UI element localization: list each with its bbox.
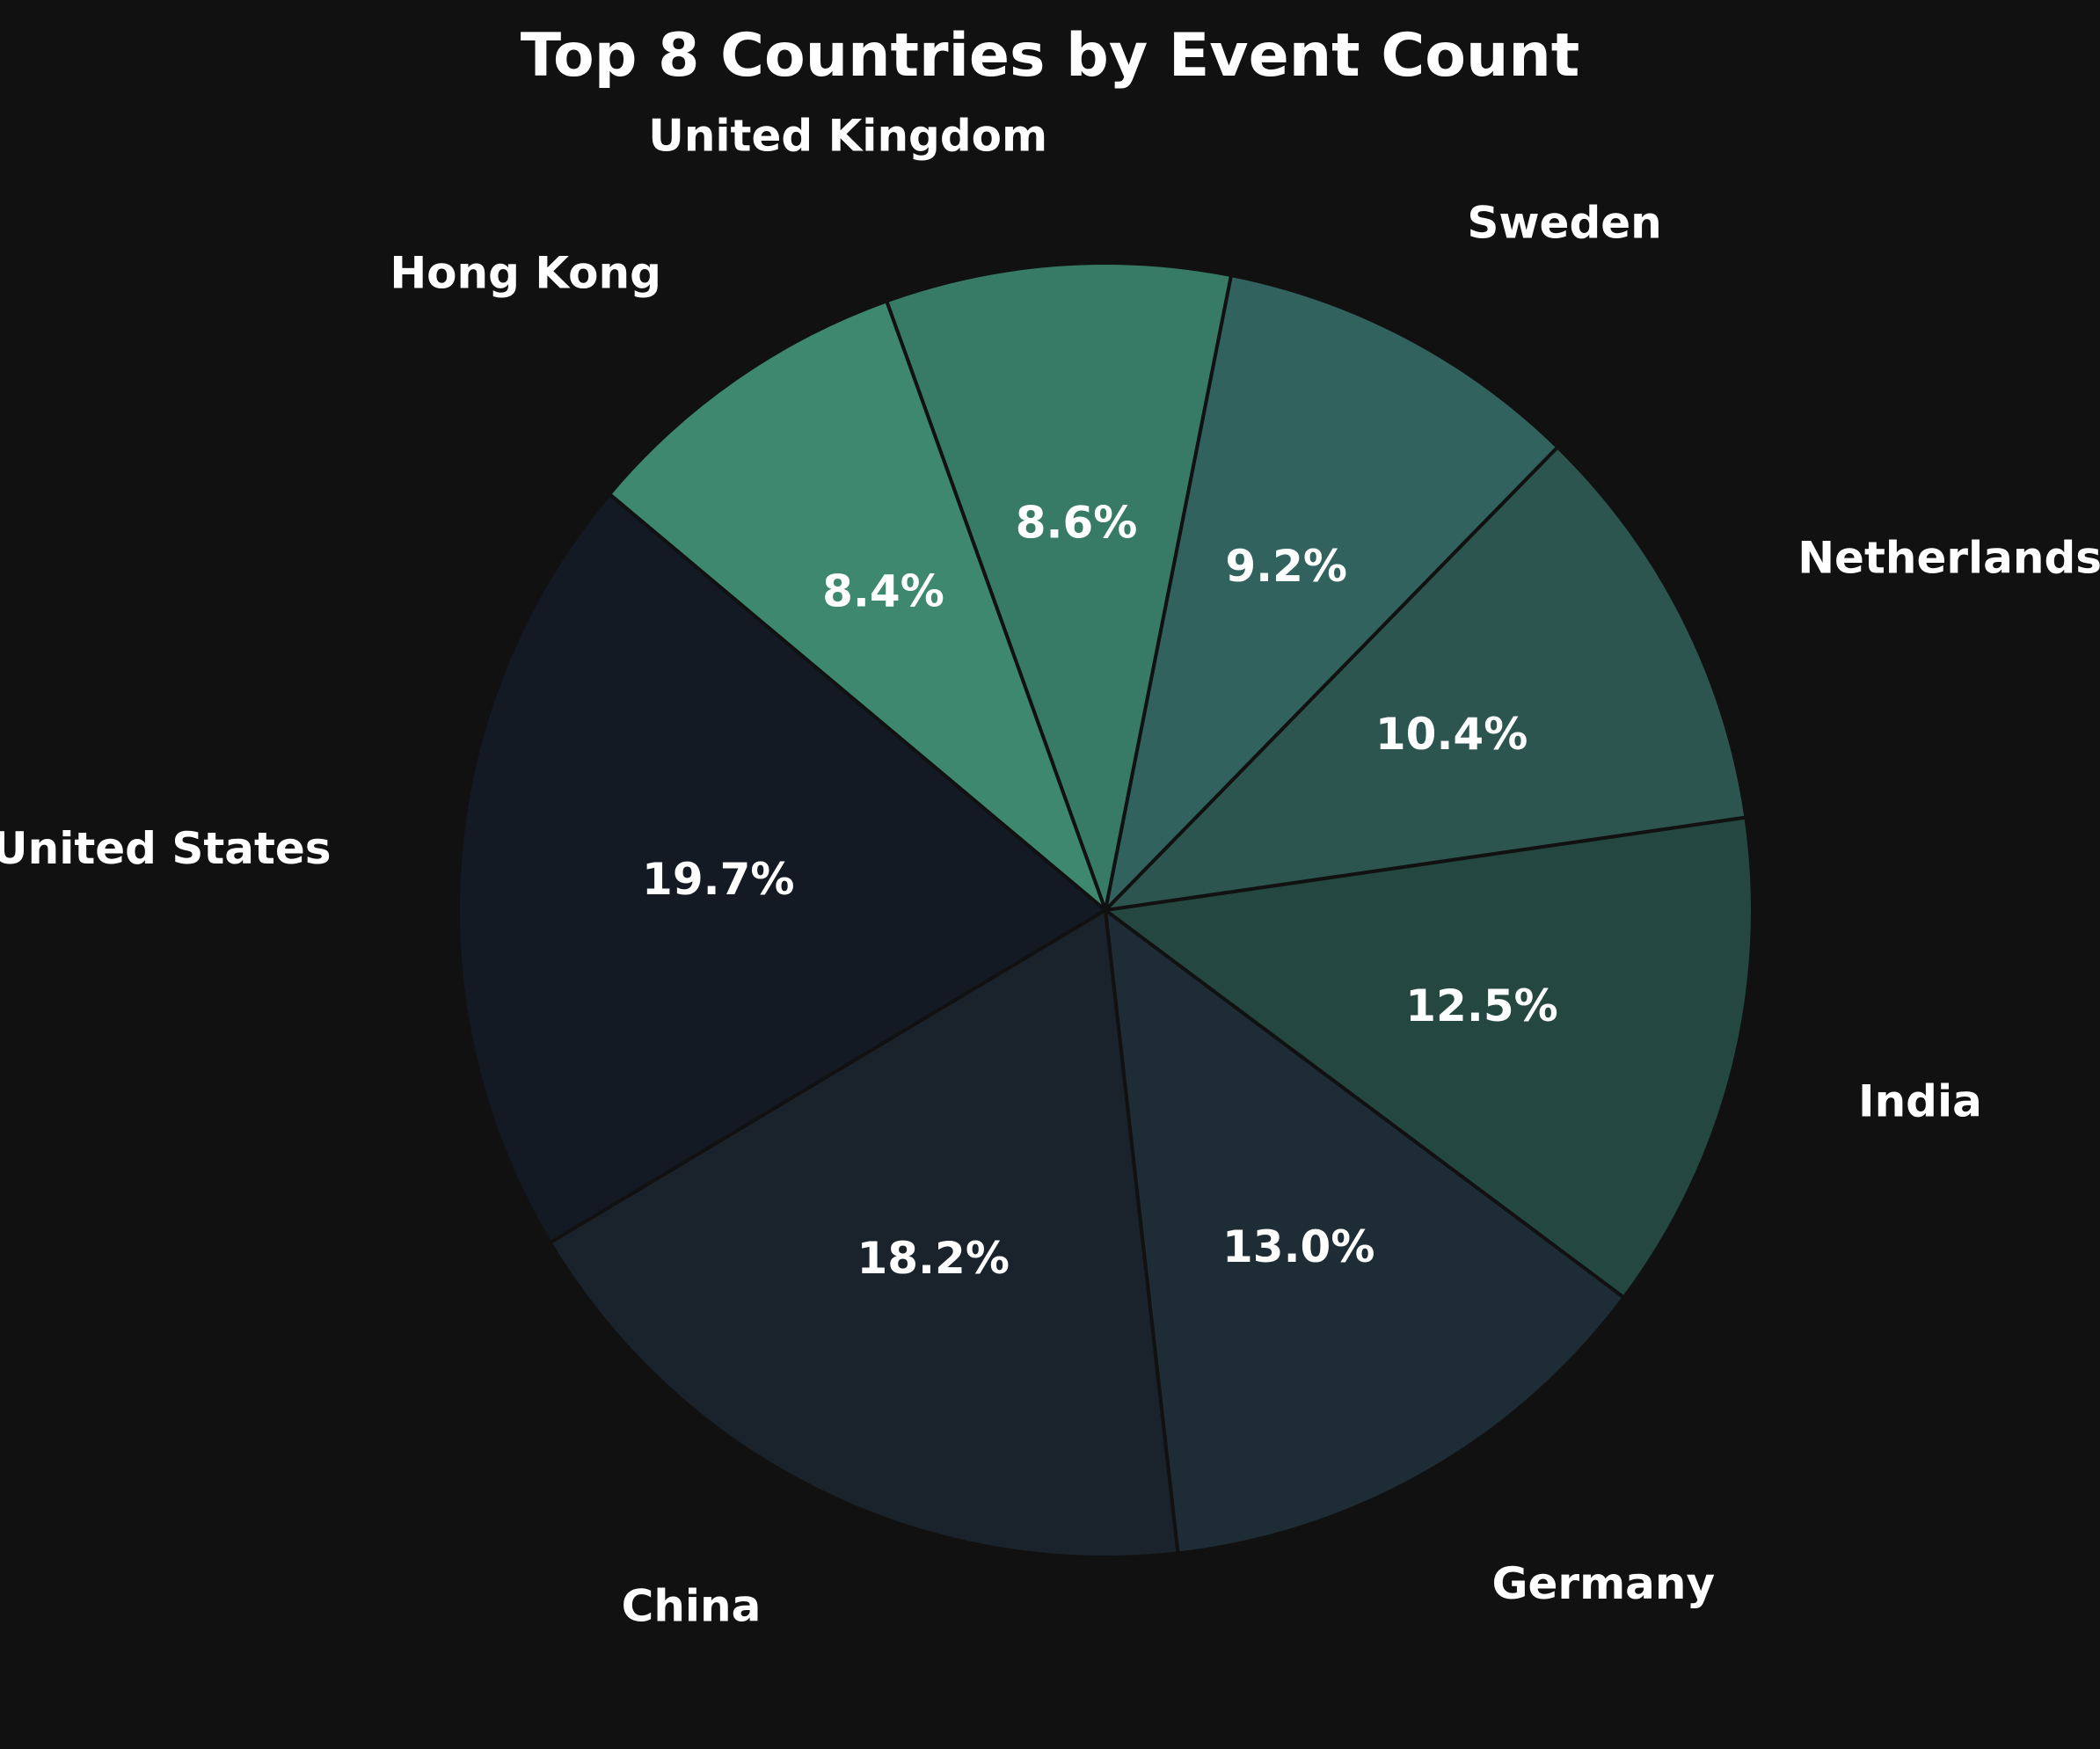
pct-label-netherlands: 10.4%: [1375, 709, 1528, 760]
pct-label-sweden: 9.2%: [1225, 541, 1347, 592]
pct-label-india: 12.5%: [1405, 980, 1557, 1031]
pct-label-united-states: 19.7%: [642, 854, 794, 905]
slice-label-united-states: United States: [0, 823, 332, 874]
pct-label-germany: 13.0%: [1222, 1221, 1374, 1272]
pie-slice-india: [1104, 815, 1754, 1300]
slice-label-germany: Germany: [1491, 1558, 1715, 1609]
pct-label-united-kingdom: 8.6%: [1016, 498, 1138, 549]
slice-label-united-kingdom: United Kingdom: [648, 110, 1047, 161]
pie-slice-netherlands: [1104, 445, 1748, 912]
slice-label-netherlands: Netherlands: [1797, 533, 2100, 584]
slice-label-china: China: [622, 1581, 762, 1632]
pie-slices: [456, 261, 1754, 1559]
percent-labels: 19.7% 18.2% 13.0% 12.5% 10.4% 9.2% 8.6% 8.4%: [642, 498, 1558, 1284]
slice-label-hong-kong: Hong Kong: [390, 247, 661, 298]
chart-title: Top 8 Countries by Event Count: [521, 21, 1580, 91]
category-labels: United States China Germany India Netherland…: [0, 110, 2100, 1631]
pie-slice-hong-kong: [608, 299, 1107, 912]
pie-slice-germany: [1104, 908, 1626, 1556]
pct-label-china: 18.2%: [857, 1233, 1009, 1284]
slice-label-india: India: [1858, 1076, 1982, 1127]
pie-slice-sweden: [1104, 273, 1560, 912]
slice-label-sweden: Sweden: [1467, 197, 1661, 248]
pie-slice-united-kingdom: [885, 261, 1233, 912]
pct-label-hong-kong: 8.4%: [822, 566, 944, 617]
pie-slice-china: [548, 908, 1180, 1559]
pie-slice-united-states: [456, 492, 1107, 1245]
